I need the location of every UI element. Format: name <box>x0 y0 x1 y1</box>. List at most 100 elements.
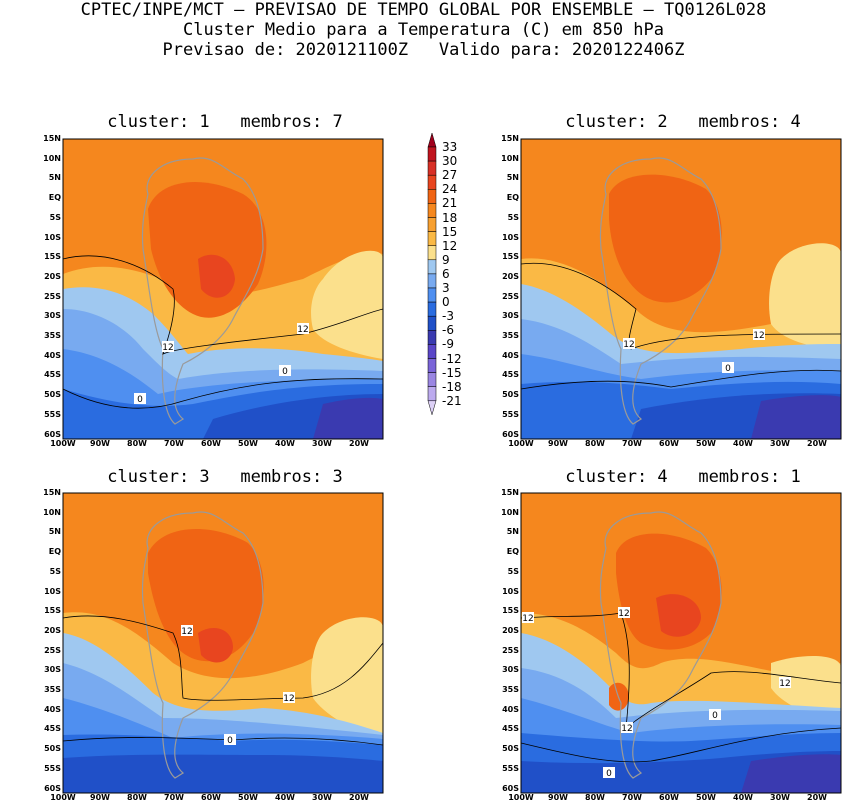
contour-label: 12 <box>522 614 533 624</box>
contour-label: 12 <box>623 340 634 350</box>
colorbar-swatch <box>427 287 437 303</box>
map-panel-4: 12 12 12 12 0 0 <box>520 492 842 794</box>
longitude-label: 20W <box>807 439 827 448</box>
colorbar-swatch <box>427 146 437 162</box>
colorbar-label: -3 <box>442 309 454 324</box>
latitude-label: 35S <box>502 331 519 340</box>
colorbar-swatch <box>427 259 437 275</box>
contour-label: 0 <box>282 367 288 377</box>
latitude-label: 60S <box>44 783 61 793</box>
contour-label: 0 <box>725 364 731 374</box>
panel-title-2: cluster: 2 membros: 4 <box>565 112 801 132</box>
header-line-3: Previsao de: 2020121100Z Valido para: 20… <box>162 40 685 60</box>
colorbar-swatch <box>427 315 437 331</box>
longitude-label: 100W <box>508 439 534 448</box>
temperature-band <box>609 682 629 711</box>
colorbar-label: 15 <box>442 224 458 239</box>
latitude-label: 45S <box>502 370 519 380</box>
longitude-label: 40W <box>733 439 753 448</box>
colorbar-swatch <box>427 245 437 261</box>
colorbar-swatch <box>427 386 437 402</box>
latitude-label: 30S <box>44 665 61 675</box>
latitude-label: 25S <box>44 291 61 301</box>
panel-map-svg: 12 12 0 <box>62 492 384 794</box>
header-line-2: Cluster Medio para a Temperatura (C) em … <box>182 20 665 40</box>
longitude-label: 20W <box>349 439 369 448</box>
latitude-label: 45S <box>44 370 61 380</box>
latitude-label: 10S <box>44 586 61 596</box>
longitude-label: 20W <box>807 793 827 802</box>
contour-line <box>520 727 842 763</box>
colorbar-swatch <box>427 203 437 218</box>
latitude-label: 5N <box>48 173 61 183</box>
latitude-label: 60S <box>502 783 519 793</box>
colorbar-label: 6 <box>442 266 450 281</box>
temperature-band <box>771 656 841 723</box>
latitude-label: 5S <box>49 212 61 222</box>
contour-label-bg <box>603 767 615 778</box>
colorbar-swatch <box>427 132 437 148</box>
longitude-label: 50W <box>696 793 716 802</box>
contour-line <box>520 369 842 390</box>
latitude-label: 55S <box>502 409 519 419</box>
latitude-label: 15N <box>43 134 61 143</box>
latitude-label: 40S <box>44 350 61 360</box>
latitude-label: 15N <box>501 134 519 143</box>
latitude-label: 20S <box>44 625 61 635</box>
contour-label: 12 <box>181 627 192 637</box>
contour-label: 12 <box>753 331 764 341</box>
temperature-band <box>198 628 233 663</box>
latitude-label: 35S <box>44 685 61 694</box>
longitude-label: 60W <box>659 793 679 802</box>
latitude-label: 5N <box>506 527 519 537</box>
longitude-label: 20W <box>349 793 369 802</box>
header-line-1: CPTEC/INPE/MCT – PREVISAO DE TEMPO GLOBA… <box>80 0 767 20</box>
latitude-label: 10S <box>44 232 61 242</box>
latitude-label: 10S <box>502 232 519 242</box>
colorbar-label: 21 <box>442 196 458 211</box>
longitude-label: 80W <box>127 439 147 448</box>
contour-label-bg <box>709 709 721 720</box>
latitude-label: 10N <box>43 507 61 517</box>
contour-label: 12 <box>618 609 629 619</box>
longitude-label: 90W <box>90 793 110 802</box>
temperature-band <box>313 397 383 439</box>
latitude-label: 30S <box>502 665 519 675</box>
colorbar-swatch <box>427 372 437 387</box>
longitude-label: 30W <box>770 793 790 802</box>
contour-line <box>62 615 384 701</box>
contour-label-bg <box>162 341 174 352</box>
latitude-label: 35S <box>44 331 61 340</box>
longitude-label: 80W <box>127 793 147 802</box>
contour-label-bg <box>181 625 193 636</box>
latitude-label: 50S <box>44 390 61 400</box>
contour-label-bg <box>297 323 309 334</box>
contour-label-bg <box>722 362 734 373</box>
contour-label-bg <box>618 607 630 618</box>
coastline <box>141 511 264 779</box>
colorbar-label: -6 <box>442 323 454 338</box>
contour-label: 12 <box>779 679 790 689</box>
contour-label: 12 <box>297 325 308 335</box>
latitude-label: 30S <box>502 311 519 321</box>
panel-map-svg: 12 12 12 12 0 0 <box>520 492 842 794</box>
panel-frame <box>62 138 384 440</box>
latitude-label: 25S <box>502 645 519 655</box>
colorbar-swatch <box>427 160 437 176</box>
latitude-label: 55S <box>44 763 61 773</box>
contour-label-bg <box>522 612 534 623</box>
colorbar-label: 3 <box>442 281 450 295</box>
longitude-label: 60W <box>201 439 221 448</box>
latitude-label: EQ <box>48 547 61 557</box>
contour-label: 12 <box>621 724 632 734</box>
latitude-label: 10N <box>501 153 519 163</box>
colorbar-swatch <box>427 231 437 246</box>
latitude-label: 15S <box>502 606 519 616</box>
contour-label: 0 <box>137 395 143 405</box>
panel-frame <box>62 492 384 794</box>
temperature-band <box>609 174 722 303</box>
longitude-label: 60W <box>201 793 221 802</box>
contour-label-bg <box>283 692 295 703</box>
latitude-label: 25S <box>502 291 519 301</box>
colorbar-swatch <box>427 301 437 317</box>
